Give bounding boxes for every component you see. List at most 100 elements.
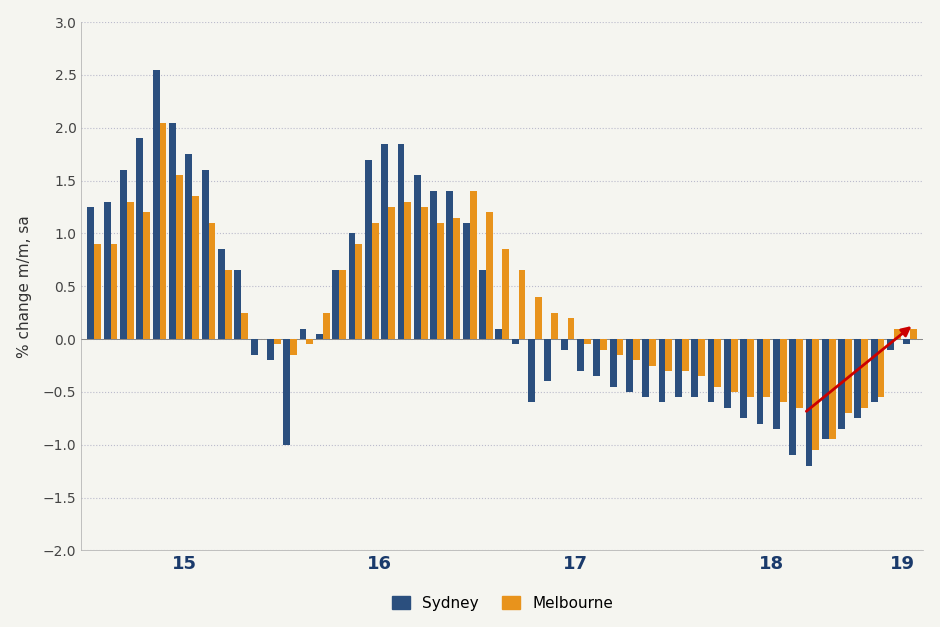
Bar <box>169 122 176 339</box>
Bar <box>870 339 878 403</box>
Bar <box>470 191 477 339</box>
Bar <box>267 339 274 361</box>
Bar <box>519 270 525 339</box>
Bar <box>796 339 803 408</box>
Bar <box>822 339 829 440</box>
Bar <box>322 313 330 339</box>
Bar <box>382 144 388 339</box>
Y-axis label: % change m/m, sa: % change m/m, sa <box>17 215 32 357</box>
Bar <box>757 339 763 424</box>
Bar <box>642 339 650 397</box>
Bar <box>225 270 232 339</box>
Legend: Sydney, Melbourne: Sydney, Melbourne <box>385 589 619 617</box>
Bar <box>111 244 118 339</box>
Bar <box>202 170 209 339</box>
Bar <box>94 244 102 339</box>
Bar <box>544 339 551 381</box>
Bar <box>779 339 787 403</box>
Bar <box>136 139 143 339</box>
Bar <box>193 196 199 339</box>
Bar <box>437 223 444 339</box>
Bar <box>724 339 730 408</box>
Bar <box>332 270 339 339</box>
Bar <box>682 339 689 371</box>
Bar <box>650 339 656 366</box>
Bar <box>551 313 558 339</box>
Bar <box>218 250 225 339</box>
Bar <box>617 339 623 355</box>
Bar <box>838 339 845 429</box>
Bar <box>763 339 770 397</box>
Bar <box>812 339 820 450</box>
Bar <box>675 339 682 397</box>
Bar <box>708 339 714 403</box>
Bar <box>306 339 313 344</box>
Bar <box>584 339 590 344</box>
Bar <box>234 270 242 339</box>
Bar <box>747 339 754 397</box>
Bar <box>283 339 290 445</box>
Bar <box>446 191 453 339</box>
Bar <box>861 339 869 408</box>
Bar <box>404 202 411 339</box>
Bar <box>829 339 836 440</box>
Bar <box>659 339 666 403</box>
Bar <box>486 213 493 339</box>
Bar <box>185 154 193 339</box>
Bar <box>421 207 428 339</box>
Bar <box>730 339 738 392</box>
Bar <box>593 339 601 376</box>
Bar <box>878 339 885 397</box>
Bar <box>209 223 215 339</box>
Bar <box>349 233 355 339</box>
Bar <box>903 339 910 344</box>
Bar <box>626 339 633 392</box>
Bar <box>453 218 461 339</box>
Bar <box>388 207 395 339</box>
Bar <box>561 339 568 350</box>
Bar <box>365 159 371 339</box>
Bar <box>371 223 379 339</box>
Bar <box>894 329 901 339</box>
Bar <box>610 339 617 387</box>
Bar <box>479 270 486 339</box>
Bar <box>152 70 160 339</box>
Bar <box>462 223 470 339</box>
Bar <box>535 297 541 339</box>
Bar <box>176 176 182 339</box>
Bar <box>242 313 248 339</box>
Bar <box>143 213 150 339</box>
Bar <box>414 176 421 339</box>
Bar <box>845 339 852 413</box>
Bar <box>300 329 306 339</box>
Bar <box>633 339 640 361</box>
Bar <box>127 202 133 339</box>
Bar <box>120 170 127 339</box>
Bar <box>316 334 322 339</box>
Bar <box>502 250 509 339</box>
Bar <box>666 339 672 371</box>
Bar <box>854 339 861 418</box>
Bar <box>806 339 812 466</box>
Bar <box>160 122 166 339</box>
Bar <box>577 339 584 371</box>
Bar <box>568 318 574 339</box>
Bar <box>103 202 111 339</box>
Bar <box>355 244 362 339</box>
Bar <box>528 339 535 403</box>
Bar <box>714 339 721 387</box>
Bar <box>691 339 698 397</box>
Bar <box>290 339 297 355</box>
Bar <box>790 339 796 455</box>
Bar <box>910 329 917 339</box>
Bar <box>274 339 281 344</box>
Bar <box>251 339 258 355</box>
Bar <box>87 207 94 339</box>
Bar <box>773 339 779 429</box>
Bar <box>698 339 705 376</box>
Bar <box>495 329 502 339</box>
Bar <box>740 339 747 418</box>
Bar <box>398 144 404 339</box>
Bar <box>887 339 894 350</box>
Bar <box>339 270 346 339</box>
